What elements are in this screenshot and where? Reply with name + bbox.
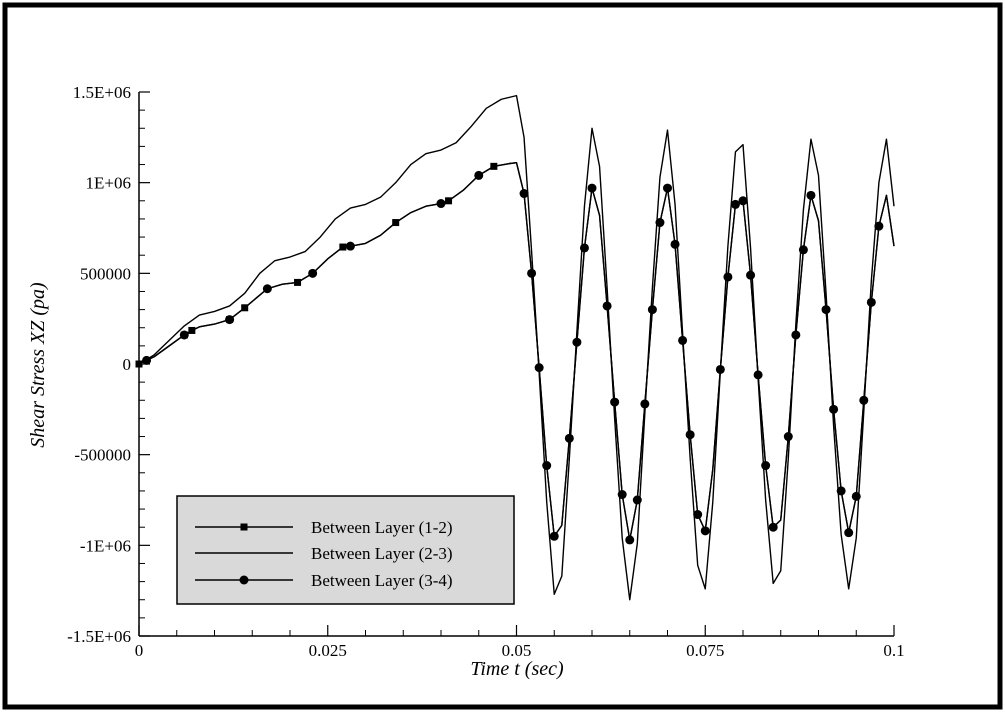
y-tick-label: 1.5E+06 [73, 83, 131, 102]
series-marker [542, 461, 552, 471]
series-marker [723, 272, 733, 282]
legend-label: Between Layer (3-4) [311, 571, 453, 590]
series-marker [308, 268, 318, 278]
series-marker [345, 241, 355, 251]
series-marker [768, 522, 778, 532]
legend-label: Between Layer (2-3) [311, 544, 453, 563]
series-marker [179, 330, 189, 340]
series-marker [851, 491, 861, 501]
axes: 0 0.025 0.05 0.075 0.1 -1.5E+06 -1E+06 -500000 0… [67, 83, 905, 660]
y-tick-label: 1E+06 [86, 174, 131, 193]
series-marker [753, 370, 763, 380]
y-tick-label: -1.5E+06 [67, 627, 131, 646]
series-marker [142, 355, 152, 365]
series-marker [564, 433, 574, 443]
series-marker [715, 364, 725, 374]
series-marker [700, 526, 710, 536]
series-marker [617, 490, 627, 500]
series-marker [663, 183, 672, 193]
x-tick-label: 0 [135, 641, 144, 660]
series-marker [678, 335, 688, 345]
series-marker [791, 330, 801, 340]
series-marker [527, 268, 537, 278]
x-tick-label: 0.1 [883, 641, 904, 660]
series-marker [829, 404, 839, 414]
series-marker [647, 305, 657, 315]
y-tick-label: 0 [123, 355, 132, 374]
x-tick-label: 0.025 [309, 641, 347, 660]
legend-marker [240, 523, 248, 531]
series-marker [836, 486, 846, 496]
x-tick-label: 0.05 [502, 641, 532, 660]
series-marker [844, 528, 854, 538]
series-marker [746, 270, 756, 280]
series-3 [138, 162, 895, 545]
series-marker [262, 284, 272, 294]
series-marker [798, 245, 808, 255]
x-axis-title: Time t (sec) [470, 658, 564, 680]
series-marker [693, 510, 703, 520]
series-marker [783, 432, 793, 442]
series-marker [738, 196, 748, 206]
series-marker [579, 243, 589, 253]
series-layer [135, 94, 895, 601]
legend-label: Between Layer (1-2) [311, 518, 453, 537]
series-marker [602, 301, 612, 311]
series-marker [632, 495, 642, 505]
y-tick-label: -1E+06 [80, 536, 131, 555]
series-marker [821, 305, 831, 315]
series-marker [436, 199, 446, 209]
series-marker [730, 199, 740, 209]
series-marker [859, 395, 869, 405]
y-tick-label: 500000 [80, 264, 131, 283]
series-marker [874, 221, 884, 231]
series-marker [670, 239, 680, 249]
y-axis-title: Shear Stress XZ (pa) [27, 282, 49, 448]
legend-marker [239, 575, 249, 585]
series-marker [587, 183, 597, 193]
series-marker [534, 363, 544, 373]
x-tick-label: 0.075 [686, 641, 724, 660]
series-marker [640, 399, 650, 409]
series-marker [625, 535, 635, 545]
legend: Between Layer (1-2) Between Layer (2-3) Be… [176, 495, 515, 605]
series-marker [610, 397, 620, 407]
legend-box [176, 495, 515, 605]
series-marker [519, 189, 529, 199]
y-tick-label: -500000 [74, 446, 131, 465]
series-marker [474, 170, 484, 180]
series-marker [549, 531, 559, 541]
series-marker [685, 430, 695, 440]
series-marker [806, 190, 816, 200]
series-marker [866, 297, 876, 307]
series-marker [655, 218, 665, 228]
series-marker [761, 461, 771, 471]
series-marker [225, 315, 235, 325]
series-marker [572, 337, 582, 347]
